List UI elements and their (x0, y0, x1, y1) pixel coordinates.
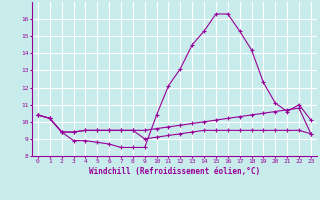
X-axis label: Windchill (Refroidissement éolien,°C): Windchill (Refroidissement éolien,°C) (89, 167, 260, 176)
